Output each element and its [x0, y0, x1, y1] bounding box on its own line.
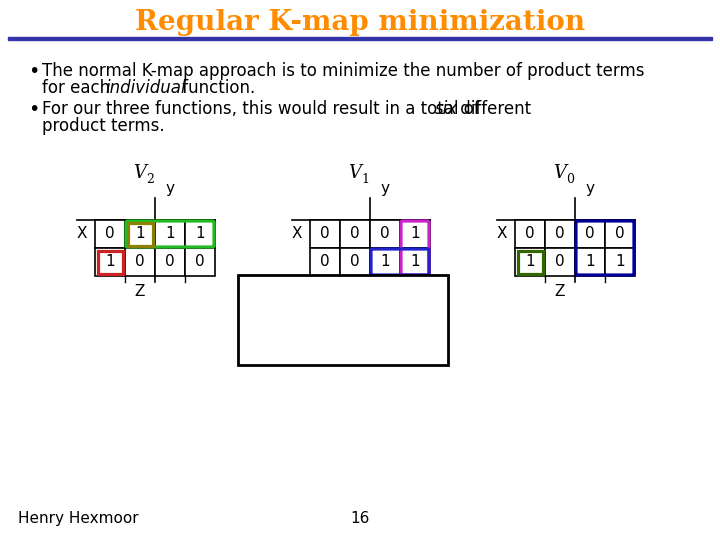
Text: X: X: [497, 226, 507, 241]
Text: 0: 0: [555, 254, 564, 269]
Text: V: V: [348, 164, 361, 182]
Text: The normal K-map approach is to minimize the number of product terms: The normal K-map approach is to minimize…: [42, 62, 644, 80]
Text: function.: function.: [177, 79, 256, 97]
Text: for each: for each: [42, 79, 115, 97]
Text: = Σm(1,2,3,4): = Σm(1,2,3,4): [269, 291, 402, 309]
Bar: [95, 220, 125, 248]
Text: 1: 1: [361, 173, 369, 186]
Text: six: six: [435, 100, 458, 118]
Text: 0: 0: [525, 226, 535, 241]
Text: X: X: [292, 226, 302, 241]
Text: 0: 0: [320, 226, 330, 241]
Text: V: V: [252, 291, 265, 309]
Text: 1: 1: [585, 254, 595, 269]
Text: 1: 1: [380, 254, 390, 269]
Text: V: V: [133, 164, 146, 182]
Text: Z: Z: [350, 284, 360, 299]
Bar: [238, 275, 448, 365]
Text: = Σm(2,6,7): = Σm(2,6,7): [269, 317, 384, 335]
Bar: [400, 248, 430, 276]
Bar: [515, 220, 545, 248]
Text: 0: 0: [555, 226, 564, 241]
Bar: [155, 248, 185, 276]
Text: 1: 1: [165, 226, 175, 241]
Bar: [545, 248, 575, 276]
Text: Regular K-map minimization: Regular K-map minimization: [135, 9, 585, 36]
Text: individual: individual: [105, 79, 186, 97]
Text: 1: 1: [135, 226, 145, 241]
Text: 0: 0: [105, 226, 114, 241]
Bar: [185, 248, 215, 276]
Text: V: V: [554, 164, 567, 182]
Bar: [310, 248, 340, 276]
Text: 1: 1: [105, 254, 114, 269]
Text: y: y: [166, 181, 174, 196]
Bar: [8, 37, 712, 40]
Bar: [605, 248, 635, 276]
Text: 16: 16: [351, 511, 369, 526]
Bar: [370, 220, 400, 248]
Text: V: V: [252, 317, 265, 335]
Text: V: V: [252, 343, 265, 361]
Bar: [575, 220, 605, 248]
Text: product terms.: product terms.: [42, 117, 165, 135]
Text: 0: 0: [350, 226, 360, 241]
Bar: [310, 220, 340, 248]
Text: 0: 0: [195, 254, 204, 269]
Text: y: y: [585, 181, 595, 196]
Text: 1: 1: [525, 254, 535, 269]
Text: 0: 0: [615, 226, 625, 241]
Text: 1: 1: [615, 254, 625, 269]
Text: y: y: [380, 181, 390, 196]
Bar: [370, 248, 400, 276]
Text: Z: Z: [135, 284, 145, 299]
Text: = Σm(4,6,7): = Σm(4,6,7): [269, 343, 384, 361]
Bar: [605, 220, 635, 248]
Bar: [125, 220, 155, 248]
Bar: [400, 220, 430, 248]
Text: 0: 0: [260, 347, 269, 361]
Bar: [340, 248, 370, 276]
Text: Henry Hexmoor: Henry Hexmoor: [18, 511, 139, 526]
Text: For our three functions, this would result in a total of: For our three functions, this would resu…: [42, 100, 485, 118]
Text: 1: 1: [410, 226, 420, 241]
Bar: [515, 248, 545, 276]
Text: 0: 0: [585, 226, 595, 241]
Bar: [155, 220, 185, 248]
Text: 2: 2: [260, 295, 269, 309]
Text: 0: 0: [165, 254, 175, 269]
Text: 0: 0: [380, 226, 390, 241]
Text: X: X: [76, 226, 87, 241]
Text: 2: 2: [146, 173, 154, 186]
Bar: [545, 220, 575, 248]
Text: 1: 1: [260, 321, 269, 335]
Bar: [340, 220, 370, 248]
Bar: [125, 248, 155, 276]
Text: •: •: [28, 100, 40, 119]
Text: 0: 0: [566, 173, 574, 186]
Bar: [95, 248, 125, 276]
Text: •: •: [28, 62, 40, 81]
Text: 0: 0: [320, 254, 330, 269]
Text: Z: Z: [555, 284, 565, 299]
Bar: [185, 220, 215, 248]
Text: 1: 1: [195, 226, 204, 241]
Text: 0: 0: [135, 254, 145, 269]
Text: different: different: [455, 100, 531, 118]
Text: 0: 0: [350, 254, 360, 269]
Bar: [575, 248, 605, 276]
Text: 1: 1: [410, 254, 420, 269]
